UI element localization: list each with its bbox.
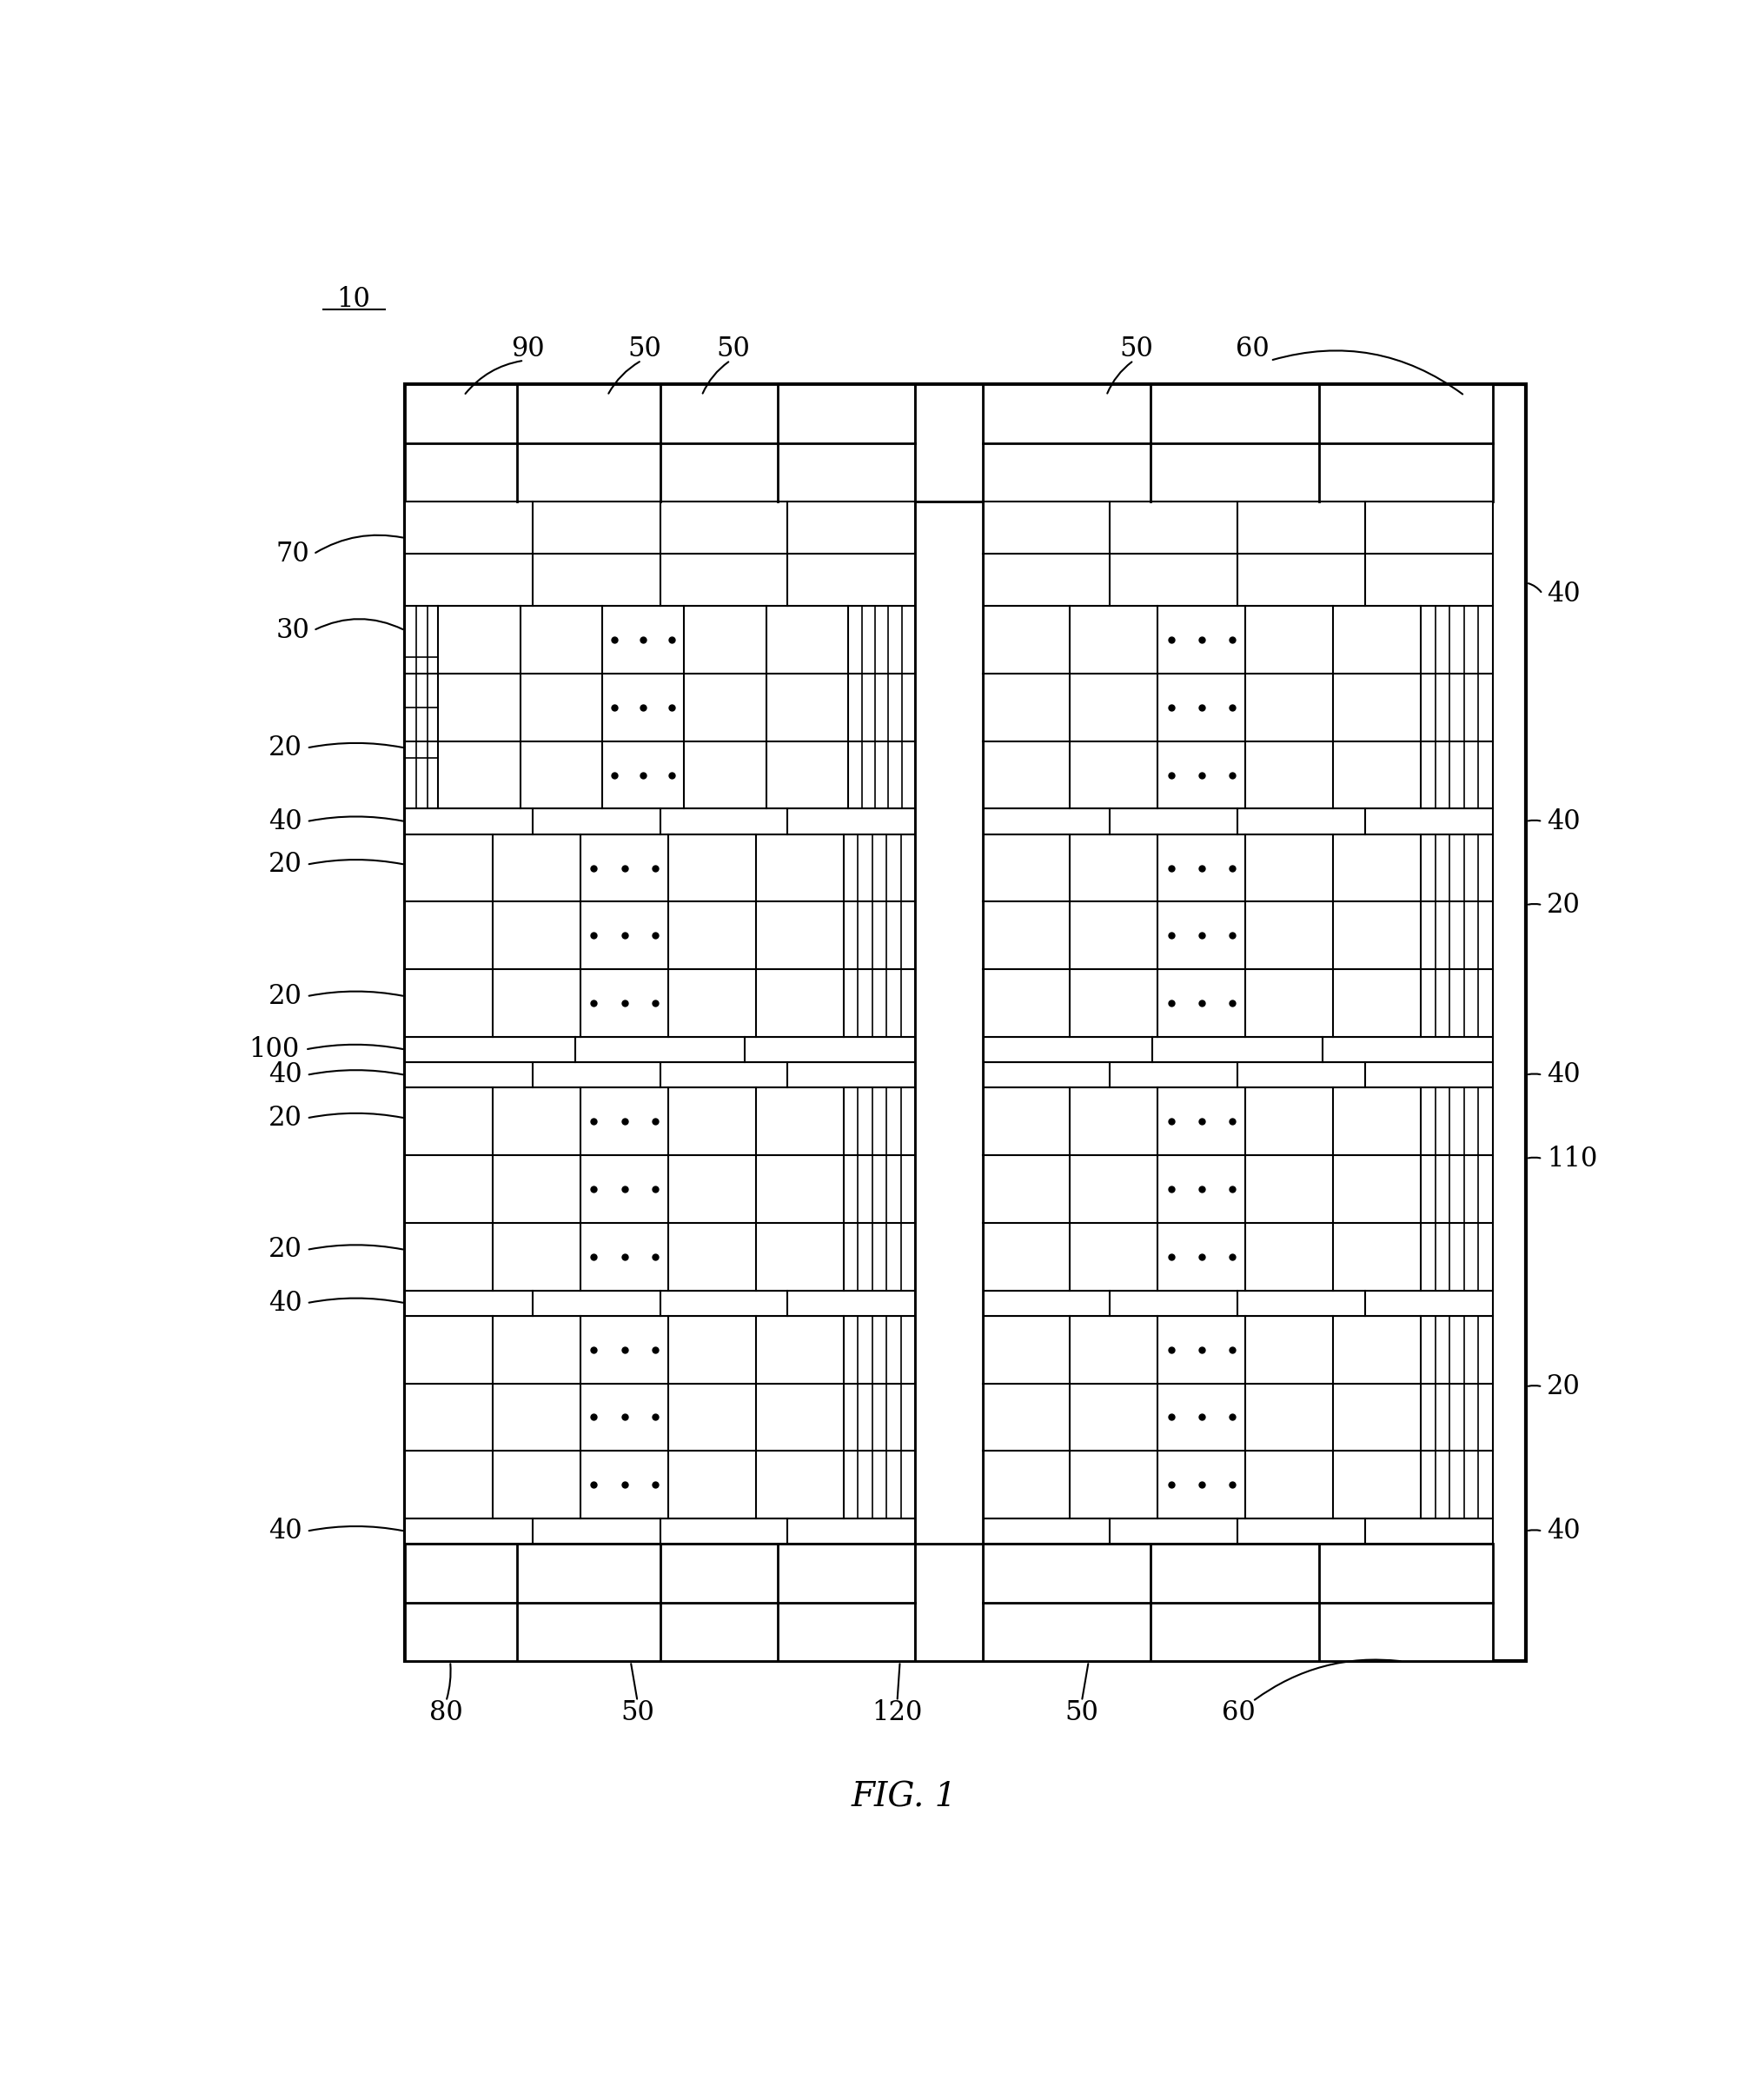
Text: 40: 40 xyxy=(268,1289,303,1316)
Bar xyxy=(983,833,1492,1036)
Bar xyxy=(983,1517,1492,1544)
Text: 50: 50 xyxy=(621,1700,654,1727)
Bar xyxy=(406,833,916,1036)
Bar xyxy=(916,605,983,808)
Text: 20: 20 xyxy=(268,1236,303,1262)
Bar xyxy=(916,1061,983,1088)
Bar xyxy=(406,1289,916,1316)
Bar xyxy=(916,833,983,1036)
Bar xyxy=(406,1517,916,1544)
Text: 20: 20 xyxy=(268,852,303,879)
Text: 90: 90 xyxy=(512,336,545,363)
Bar xyxy=(916,502,983,605)
Bar xyxy=(916,1088,983,1289)
Text: 20: 20 xyxy=(268,1105,303,1132)
Bar xyxy=(983,605,1492,808)
Bar xyxy=(916,1289,983,1316)
Bar xyxy=(406,384,916,502)
Text: 50: 50 xyxy=(716,336,750,363)
Bar xyxy=(406,1061,916,1088)
Bar xyxy=(983,1061,1492,1088)
Bar xyxy=(916,1036,983,1061)
Text: 120: 120 xyxy=(871,1700,923,1727)
Text: 10: 10 xyxy=(337,286,370,313)
Bar xyxy=(916,808,983,833)
Text: 40: 40 xyxy=(268,808,303,835)
Bar xyxy=(406,605,916,808)
Text: 40: 40 xyxy=(1547,580,1581,607)
Bar xyxy=(983,1088,1492,1289)
Text: 80: 80 xyxy=(429,1700,462,1727)
Bar xyxy=(406,808,916,833)
Bar xyxy=(983,1544,1492,1660)
Text: 110: 110 xyxy=(1547,1144,1598,1171)
Bar xyxy=(406,384,1526,1660)
Bar xyxy=(983,808,1492,833)
Bar xyxy=(983,1036,1492,1061)
Bar xyxy=(916,1517,983,1544)
Text: 100: 100 xyxy=(249,1036,300,1063)
Bar xyxy=(916,384,983,502)
Text: 30: 30 xyxy=(275,618,309,645)
Text: 70: 70 xyxy=(275,541,309,568)
Text: 50: 50 xyxy=(1065,1700,1099,1727)
Text: 50: 50 xyxy=(628,336,662,363)
Text: 20: 20 xyxy=(1547,1372,1581,1399)
Text: 40: 40 xyxy=(1547,808,1581,835)
Bar xyxy=(916,1544,983,1660)
Text: 40: 40 xyxy=(1547,1517,1581,1544)
Text: 40: 40 xyxy=(1547,1061,1581,1088)
Text: 60: 60 xyxy=(1222,1700,1256,1727)
Bar xyxy=(916,1316,983,1517)
Bar xyxy=(406,502,916,605)
Text: 40: 40 xyxy=(268,1517,303,1544)
Bar xyxy=(916,502,983,1544)
Text: 20: 20 xyxy=(268,983,303,1010)
Text: 20: 20 xyxy=(1547,891,1581,918)
Text: 40: 40 xyxy=(268,1061,303,1088)
Text: 50: 50 xyxy=(1120,336,1154,363)
Bar xyxy=(983,384,1492,502)
Bar xyxy=(983,1316,1492,1517)
Bar xyxy=(406,1544,916,1660)
Bar xyxy=(406,1088,916,1289)
Bar xyxy=(983,1289,1492,1316)
Bar xyxy=(406,1036,916,1061)
Bar xyxy=(983,502,1492,605)
Text: 20: 20 xyxy=(268,734,303,761)
Text: 60: 60 xyxy=(1237,336,1270,363)
Bar xyxy=(406,1316,916,1517)
Text: FIG. 1: FIG. 1 xyxy=(852,1781,956,1814)
